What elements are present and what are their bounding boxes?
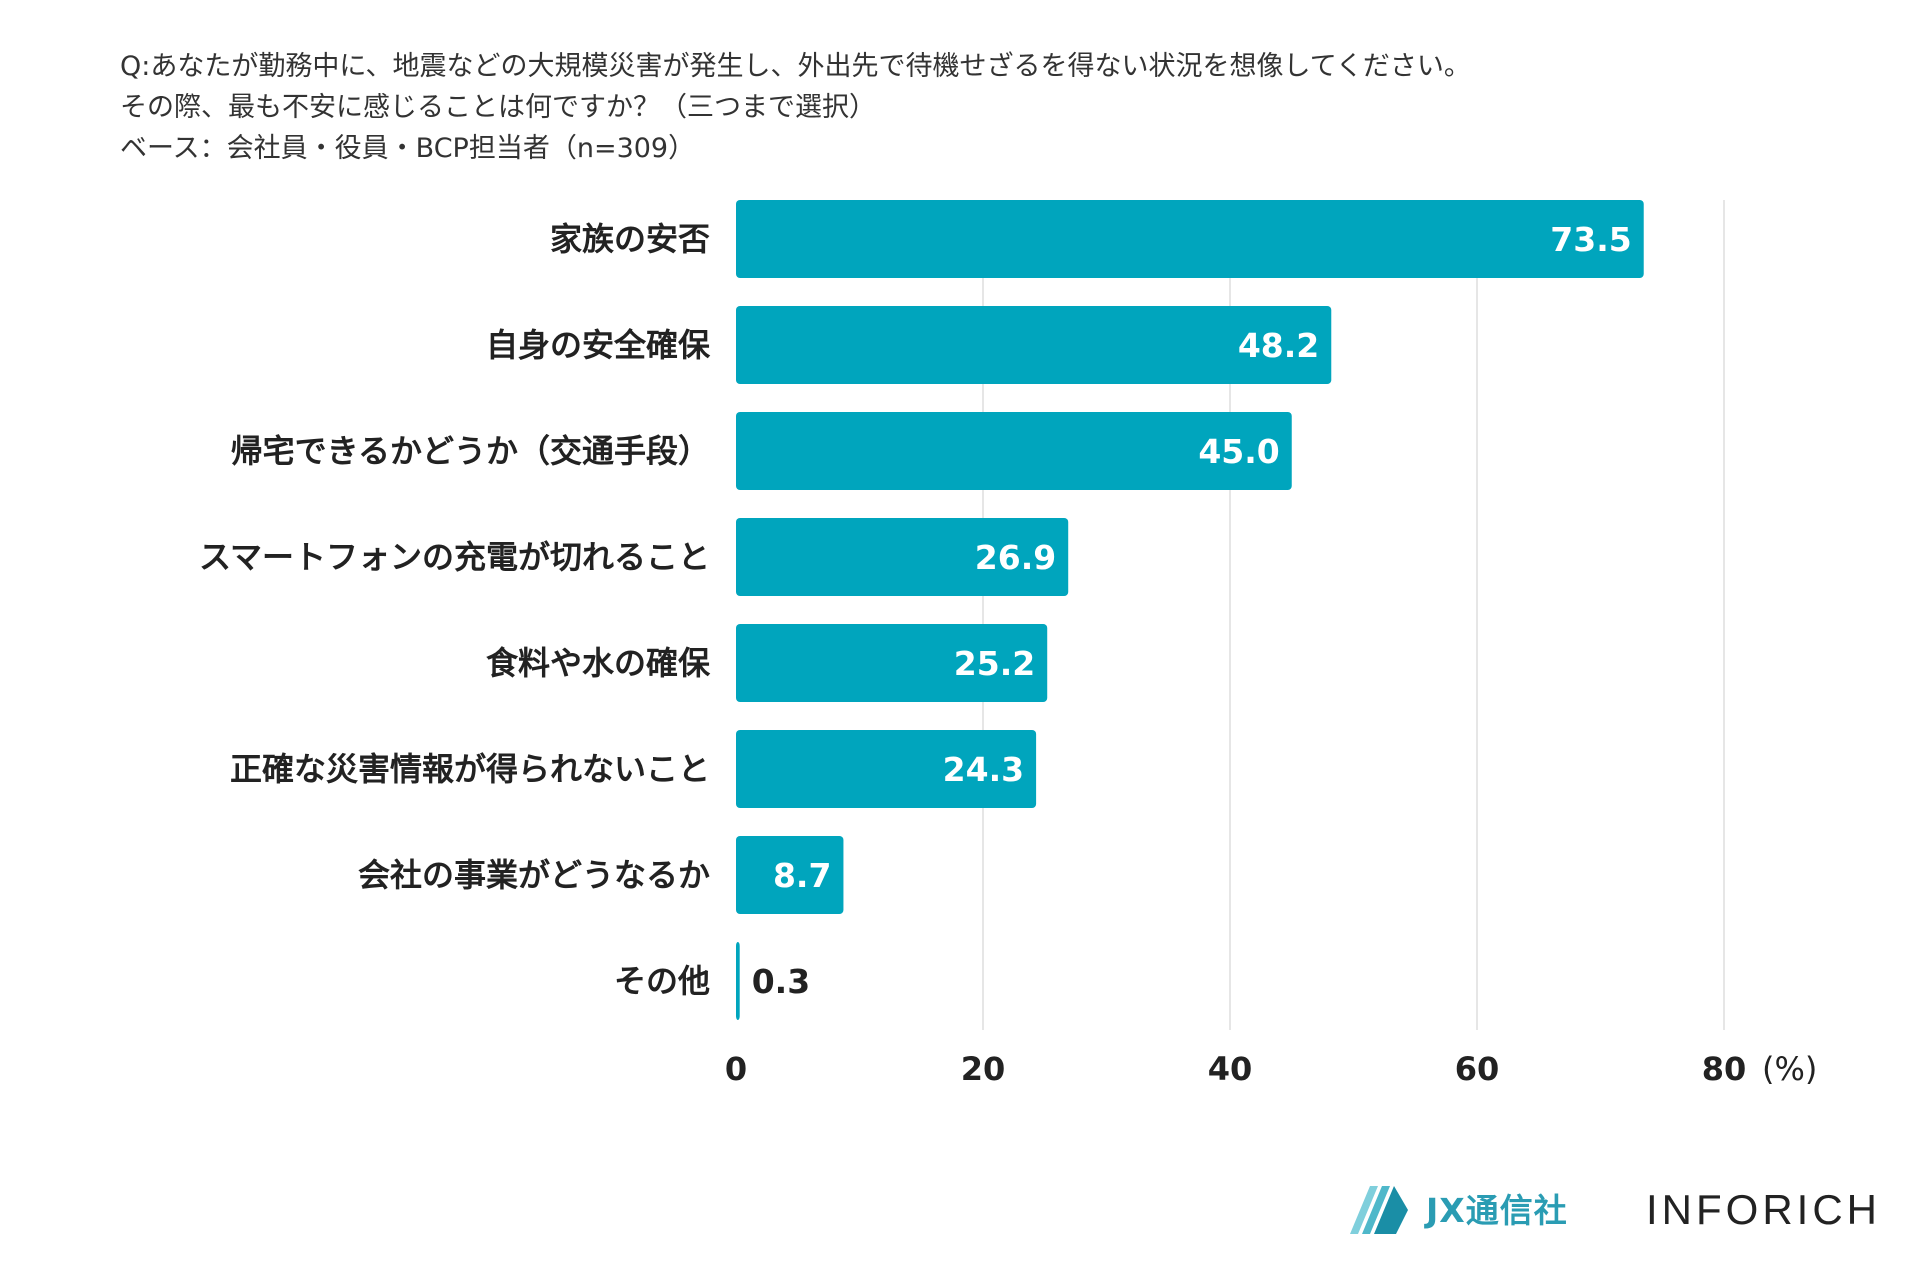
category-label: 帰宅できるかどうか（交通手段） (231, 432, 710, 470)
question-line-3: ベース：会社員・役員・BCP担当者（n=309） (120, 133, 696, 164)
bar-chart: 0 20 40 60 80 (%) 家族の安否 73.5 自身の安全確保 48.2 帰宅できるかどう… (199, 200, 1817, 1088)
bar (736, 730, 1037, 808)
x-tick-label: 80 (1702, 1050, 1747, 1088)
x-tick-label: 40 (1208, 1050, 1253, 1088)
bar (736, 624, 1048, 702)
x-tick-label: 60 (1455, 1050, 1500, 1088)
bar (736, 942, 740, 1020)
jx-logo: JX通信社 (1348, 1180, 1568, 1236)
data-label: 24.3 (943, 750, 1024, 789)
category-label: 自身の安全確保 (486, 326, 711, 364)
jx-logo-text: JX通信社 (1426, 1191, 1568, 1230)
bar (736, 836, 844, 914)
inforich-logo: INFORICH (1646, 1186, 1881, 1233)
bar (736, 518, 1069, 596)
category-label: スマートフォンの充電が切れること (199, 538, 710, 576)
x-unit-label: (%) (1762, 1050, 1817, 1088)
category-label: 正確な災害情報が得られないこと (230, 750, 710, 788)
data-label: 45.0 (1198, 432, 1279, 471)
category-label: 食料や水の確保 (486, 644, 711, 682)
chart-question: Q:あなたが勤務中に、地震などの大規模災害が発生し、外出先で待機せざるを得ない状… (120, 46, 1471, 169)
data-label: 26.9 (975, 538, 1056, 577)
x-tick-label: 0 (725, 1050, 747, 1088)
question-line-2: その際、最も不安に感じることは何ですか？（三つまで選択） (120, 92, 876, 123)
jx-stripes-icon (1350, 1186, 1408, 1234)
data-label: 8.7 (773, 856, 831, 895)
x-tick-label: 20 (961, 1050, 1006, 1088)
data-label: 73.5 (1550, 220, 1631, 259)
bar (736, 412, 1292, 490)
question-line-1: Q:あなたが勤務中に、地震などの大規模災害が発生し、外出先で待機せざるを得ない状… (120, 51, 1471, 82)
category-label: その他 (614, 962, 710, 1000)
data-label: 0.3 (752, 962, 810, 1001)
category-label: 会社の事業がどうなるか (358, 856, 710, 894)
data-label: 48.2 (1238, 326, 1319, 365)
data-label: 25.2 (954, 644, 1035, 683)
category-label: 家族の安否 (550, 220, 710, 258)
bar (736, 200, 1644, 278)
bar (736, 306, 1332, 384)
